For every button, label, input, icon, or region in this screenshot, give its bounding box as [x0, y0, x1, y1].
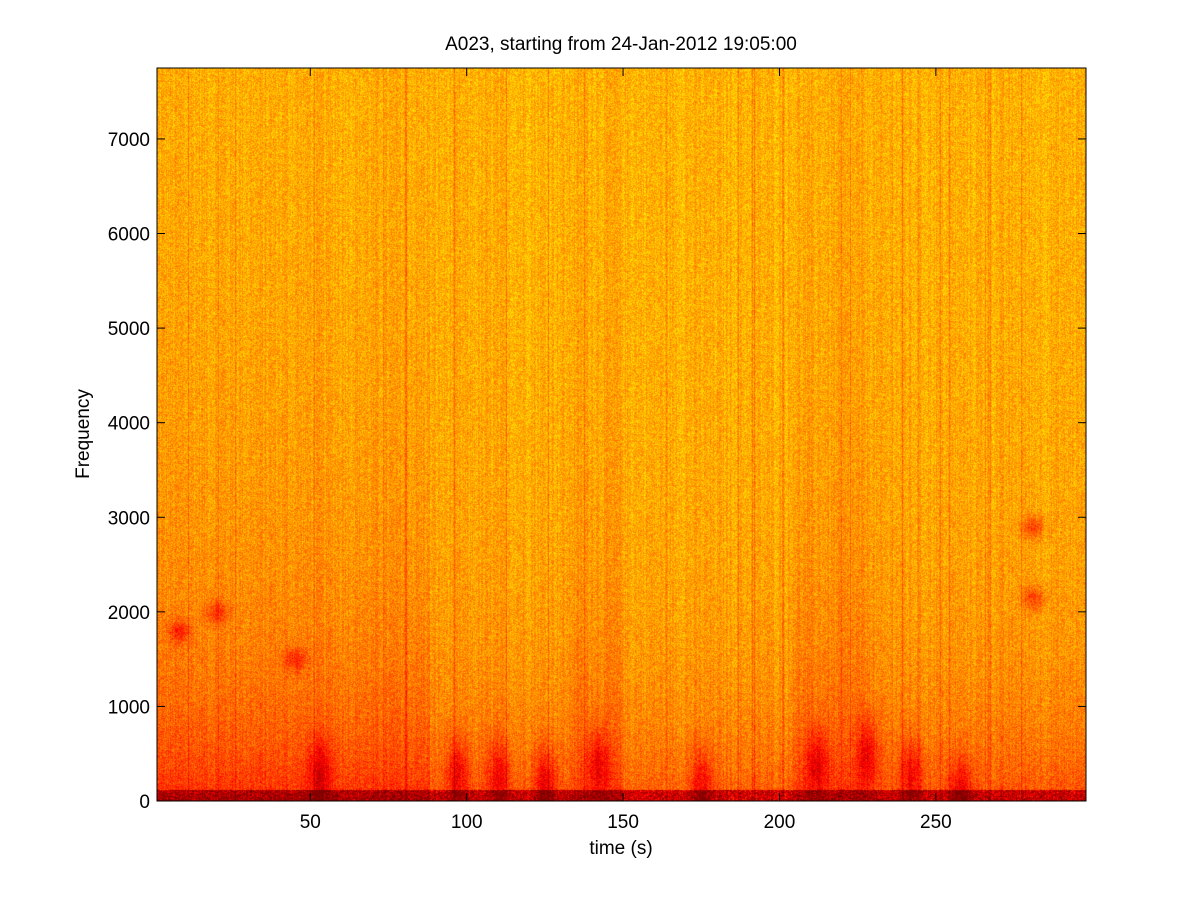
y-tick-label: 1000: [108, 697, 150, 718]
y-tick-label: 4000: [108, 414, 150, 435]
x-axis-label: time (s): [589, 838, 652, 859]
y-tick-label: 3000: [108, 508, 150, 529]
x-tick-label: 150: [607, 812, 639, 833]
y-tick-label: 6000: [108, 225, 150, 246]
x-tick-label: 250: [920, 812, 952, 833]
y-axis-label: Frequency: [73, 389, 94, 479]
spectrogram-heatmap: [157, 68, 1086, 801]
chart-title: A023, starting from 24-Jan-2012 19:05:00: [445, 34, 797, 55]
heatmap-image: [157, 68, 1086, 801]
plot-area: [156, 67, 1087, 802]
axes-box: [156, 67, 1087, 802]
x-tick-label: 100: [451, 812, 483, 833]
y-tick-label: 7000: [108, 130, 150, 151]
y-axis-ticks: 0 1000 2000 3000 4000 5000 6000 7000: [108, 130, 1086, 813]
x-axis-ticks: 50 100 150 200 250: [300, 68, 952, 833]
x-tick-label: 200: [764, 812, 796, 833]
y-tick-label: 2000: [108, 603, 150, 624]
y-tick-label: 5000: [108, 319, 150, 340]
y-tick-label: 0: [139, 792, 150, 813]
x-tick-label: 50: [300, 812, 321, 833]
